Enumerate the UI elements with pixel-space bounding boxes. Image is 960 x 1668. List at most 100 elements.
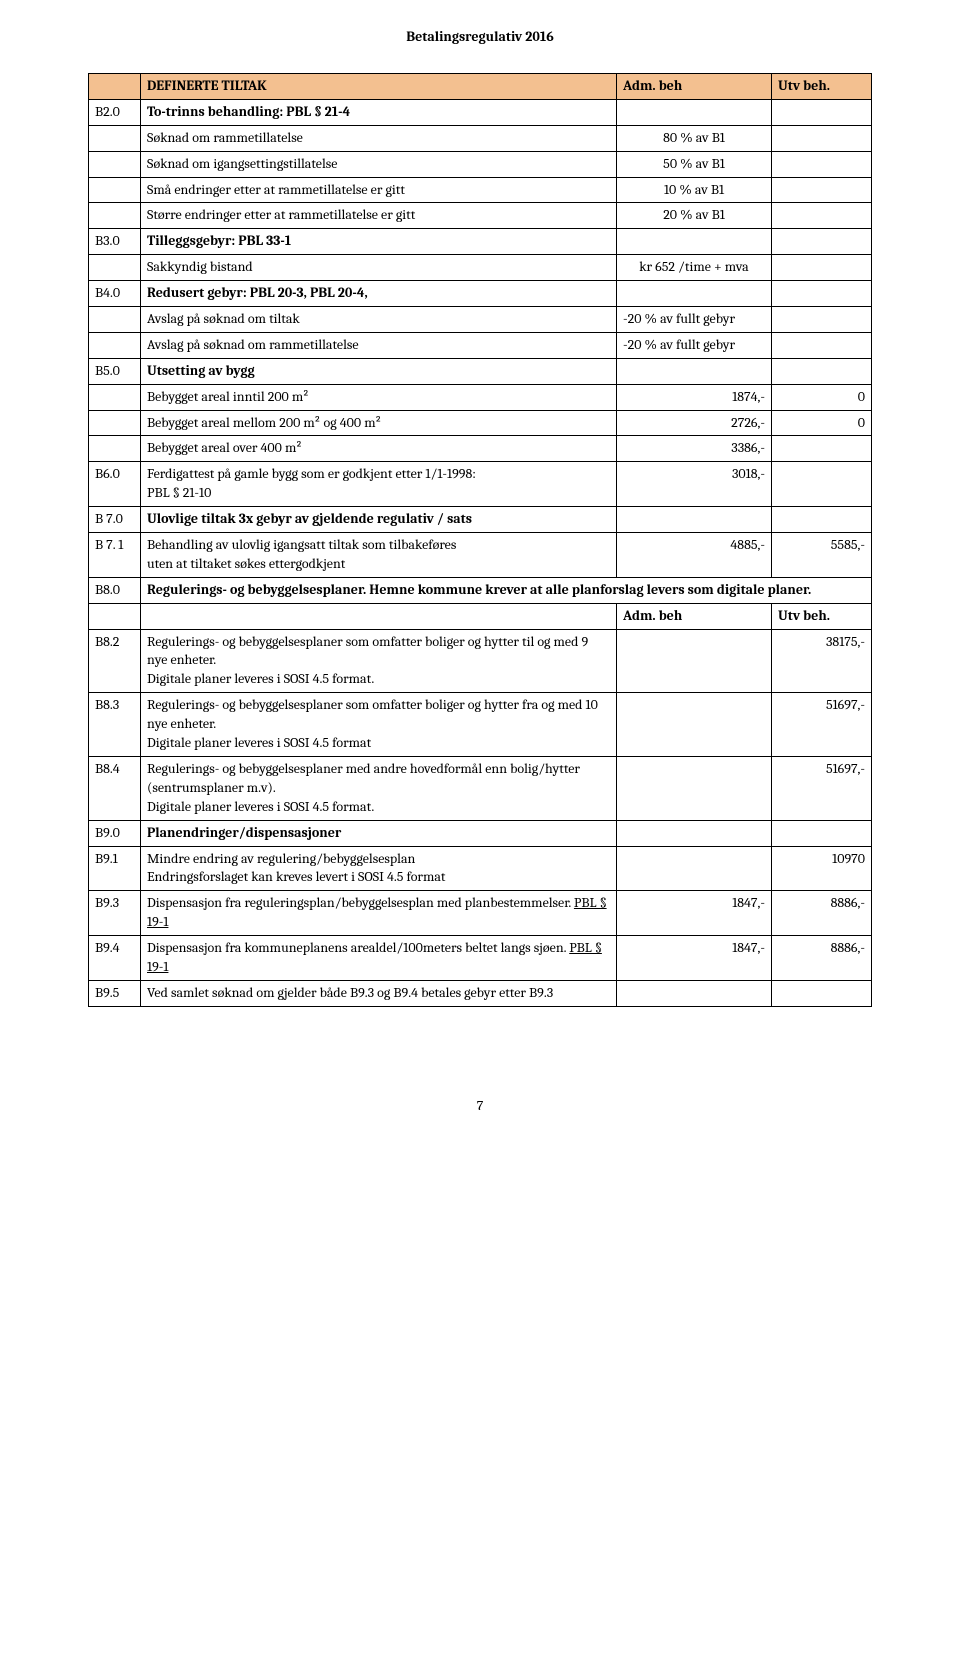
cell-val2 xyxy=(772,177,872,203)
cell-val2: 51697,- xyxy=(772,756,872,820)
cell-val2 xyxy=(772,255,872,281)
table-row: B 7. 1Behandling av ulovlig igangsatt ti… xyxy=(89,533,872,578)
cell-val xyxy=(617,629,772,693)
cell-val: -20 % av fullt gebyr xyxy=(617,307,772,333)
cell-code xyxy=(89,74,141,100)
cell-desc: Dispensasjon fra kommuneplanens arealdel… xyxy=(141,936,617,981)
cell-desc: Sakkyndig bistand xyxy=(141,255,617,281)
cell-desc: To-trinns behandling: PBL § 21-4 xyxy=(141,99,617,125)
cell-desc: Regulerings- og bebyggelsesplaner som om… xyxy=(141,693,617,757)
cell-desc: Ulovlige tiltak 3x gebyr av gjeldende re… xyxy=(141,507,617,533)
cell-code: B2.0 xyxy=(89,99,141,125)
table-row: B 7.0Ulovlige tiltak 3x gebyr av gjelden… xyxy=(89,507,872,533)
cell-desc: Avslag på søknad om rammetillatelse xyxy=(141,332,617,358)
table-row: Større endringer etter at rammetillatels… xyxy=(89,203,872,229)
cell-val2: 10970 xyxy=(772,846,872,891)
cell-code xyxy=(89,125,141,151)
fee-table: DEFINERTE TILTAKAdm. behUtv beh.B2.0To-t… xyxy=(88,73,872,1007)
table-row: B4.0Redusert gebyr: PBL 20-3, PBL 20-4, xyxy=(89,281,872,307)
table-row: B5.0Utsetting av bygg xyxy=(89,358,872,384)
table-row: DEFINERTE TILTAKAdm. behUtv beh. xyxy=(89,74,872,100)
cell-val2 xyxy=(772,99,872,125)
cell-code xyxy=(89,151,141,177)
cell-code xyxy=(89,410,141,436)
cell-val2 xyxy=(772,151,872,177)
table-row: B9.4Dispensasjon fra kommuneplanens area… xyxy=(89,936,872,981)
cell-code xyxy=(89,436,141,462)
cell-code: B8.2 xyxy=(89,629,141,693)
table-row: Adm. behUtv beh. xyxy=(89,603,872,629)
cell-code: B5.0 xyxy=(89,358,141,384)
cell-val xyxy=(617,507,772,533)
cell-val: 4885,- xyxy=(617,533,772,578)
cell-desc: Ved samlet søknad om gjelder både B9.3 o… xyxy=(141,980,617,1006)
cell-desc xyxy=(141,603,617,629)
cell-val: 1847,- xyxy=(617,936,772,981)
cell-val2: 8886,- xyxy=(772,891,872,936)
cell-val2 xyxy=(772,436,872,462)
table-row: B6.0Ferdigattest på gamle bygg som er go… xyxy=(89,462,872,507)
table-row: Små endringer etter at rammetillatelse e… xyxy=(89,177,872,203)
table-row: B8.4Regulerings- og bebyggelsesplaner me… xyxy=(89,756,872,820)
cell-desc: Behandling av ulovlig igangsatt tiltak s… xyxy=(141,533,617,578)
table-row: Sakkyndig bistandkr 652 /time + mva xyxy=(89,255,872,281)
cell-code: B 7.0 xyxy=(89,507,141,533)
cell-val xyxy=(617,756,772,820)
cell-desc: Regulerings- og bebyggelsesplaner. Hemne… xyxy=(141,577,872,603)
cell-val2 xyxy=(772,820,872,846)
table-row: Bebygget areal mellom 200 m² og 400 m²27… xyxy=(89,410,872,436)
cell-val2 xyxy=(772,980,872,1006)
cell-code xyxy=(89,332,141,358)
table-row: B3.0Tilleggsgebyr: PBL 33-1 xyxy=(89,229,872,255)
cell-desc: Søknad om rammetillatelse xyxy=(141,125,617,151)
cell-code: B6.0 xyxy=(89,462,141,507)
table-row: Bebygget areal inntil 200 m²1874,-0 xyxy=(89,384,872,410)
cell-val: kr 652 /time + mva xyxy=(617,255,772,281)
cell-desc: Bebygget areal over 400 m² xyxy=(141,436,617,462)
table-row: B9.0Planendringer/dispensasjoner xyxy=(89,820,872,846)
cell-val xyxy=(617,99,772,125)
page-number: 7 xyxy=(88,1097,872,1114)
cell-desc: Små endringer etter at rammetillatelse e… xyxy=(141,177,617,203)
cell-val2 xyxy=(772,281,872,307)
cell-code: B9.4 xyxy=(89,936,141,981)
cell-code xyxy=(89,203,141,229)
cell-desc: Avslag på søknad om tiltak xyxy=(141,307,617,333)
cell-desc: Regulerings- og bebyggelsesplaner med an… xyxy=(141,756,617,820)
cell-val2: 5585,- xyxy=(772,533,872,578)
table-row: Bebygget areal over 400 m²3386,- xyxy=(89,436,872,462)
cell-val: 2726,- xyxy=(617,410,772,436)
cell-code: B9.0 xyxy=(89,820,141,846)
cell-desc: Søknad om igangsettingstillatelse xyxy=(141,151,617,177)
table-row: Avslag på søknad om rammetillatelse-20 %… xyxy=(89,332,872,358)
document-header: Betalingsregulativ 2016 xyxy=(88,28,872,45)
cell-val xyxy=(617,229,772,255)
cell-desc: Planendringer/dispensasjoner xyxy=(141,820,617,846)
cell-val: 80 % av B1 xyxy=(617,125,772,151)
cell-desc: Bebygget areal inntil 200 m² xyxy=(141,384,617,410)
cell-desc: Mindre endring av regulering/bebyggelses… xyxy=(141,846,617,891)
cell-val: 1847,- xyxy=(617,891,772,936)
cell-val2 xyxy=(772,203,872,229)
table-row: B8.2Regulerings- og bebyggelsesplaner so… xyxy=(89,629,872,693)
table-body: DEFINERTE TILTAKAdm. behUtv beh.B2.0To-t… xyxy=(89,74,872,1007)
cell-val2: 0 xyxy=(772,384,872,410)
cell-val: 3018,- xyxy=(617,462,772,507)
cell-code xyxy=(89,384,141,410)
cell-val2 xyxy=(772,507,872,533)
cell-val2: 8886,- xyxy=(772,936,872,981)
table-row: B8.0Regulerings- og bebyggelsesplaner. H… xyxy=(89,577,872,603)
cell-desc: Bebygget areal mellom 200 m² og 400 m² xyxy=(141,410,617,436)
cell-code: B8.3 xyxy=(89,693,141,757)
cell-val: Adm. beh xyxy=(617,74,772,100)
cell-val2: 51697,- xyxy=(772,693,872,757)
cell-code: B9.1 xyxy=(89,846,141,891)
page-container: Betalingsregulativ 2016 DEFINERTE TILTAK… xyxy=(0,0,960,1154)
cell-code xyxy=(89,307,141,333)
cell-val2 xyxy=(772,125,872,151)
cell-desc: Utsetting av bygg xyxy=(141,358,617,384)
table-row: B9.5Ved samlet søknad om gjelder både B9… xyxy=(89,980,872,1006)
cell-code: B8.0 xyxy=(89,577,141,603)
cell-val2: 0 xyxy=(772,410,872,436)
cell-val: 3386,- xyxy=(617,436,772,462)
